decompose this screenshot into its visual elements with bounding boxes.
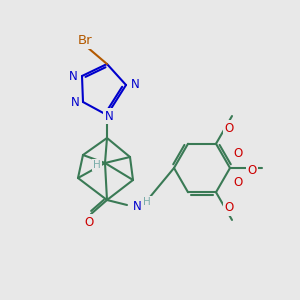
Text: O: O bbox=[224, 122, 234, 135]
Text: Br: Br bbox=[78, 34, 92, 47]
Text: O: O bbox=[248, 161, 256, 175]
Text: O: O bbox=[233, 147, 243, 160]
Text: N: N bbox=[70, 95, 80, 109]
Text: O: O bbox=[224, 201, 234, 214]
Text: N: N bbox=[130, 79, 140, 92]
Text: N: N bbox=[105, 110, 113, 122]
Text: H: H bbox=[143, 197, 151, 207]
Text: N: N bbox=[69, 70, 77, 83]
Text: O: O bbox=[248, 164, 256, 176]
Text: H: H bbox=[93, 160, 101, 170]
Text: N: N bbox=[133, 200, 141, 214]
Text: N: N bbox=[133, 200, 141, 214]
Text: O: O bbox=[84, 215, 94, 229]
Text: O: O bbox=[233, 176, 243, 189]
